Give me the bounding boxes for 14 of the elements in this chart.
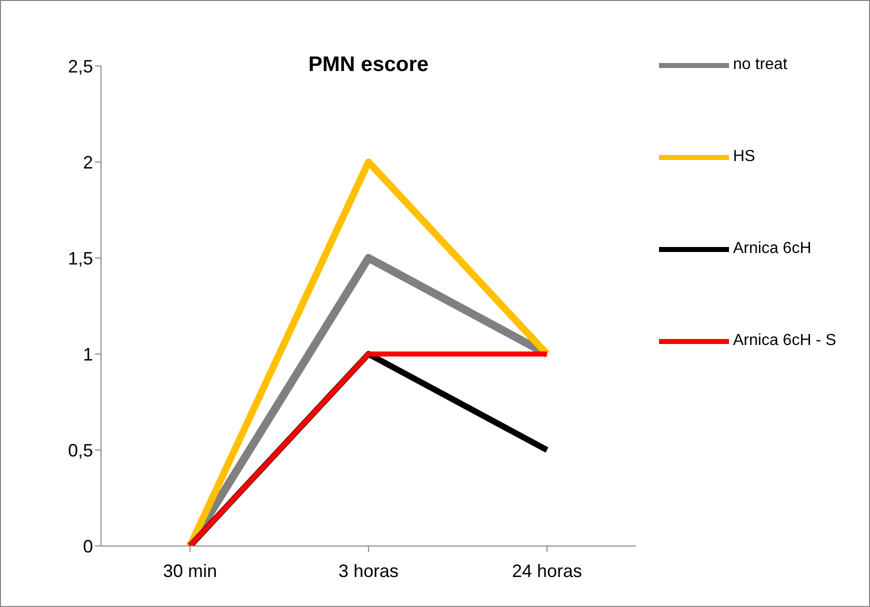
legend-label: HS	[733, 148, 756, 166]
x-tick-label: 24 horas	[512, 560, 582, 581]
y-tick-label: 0,5	[68, 440, 93, 460]
legend-label: Arnica 6cH - S	[733, 332, 836, 350]
y-tick-label: 0	[82, 536, 93, 556]
legend-label: Arnica 6cH	[733, 240, 812, 258]
y-tick-label: 2	[82, 152, 93, 172]
legend-label: no treat	[733, 56, 788, 74]
chart-title: PMN escore	[307, 53, 430, 77]
y-tick-label: 1	[82, 344, 93, 364]
x-tick-label: 30 min	[162, 560, 218, 581]
x-tick-label: 3 horas	[338, 560, 399, 581]
y-tick-label: 2,5	[68, 56, 93, 76]
y-tick-label: 1,5	[68, 248, 93, 268]
